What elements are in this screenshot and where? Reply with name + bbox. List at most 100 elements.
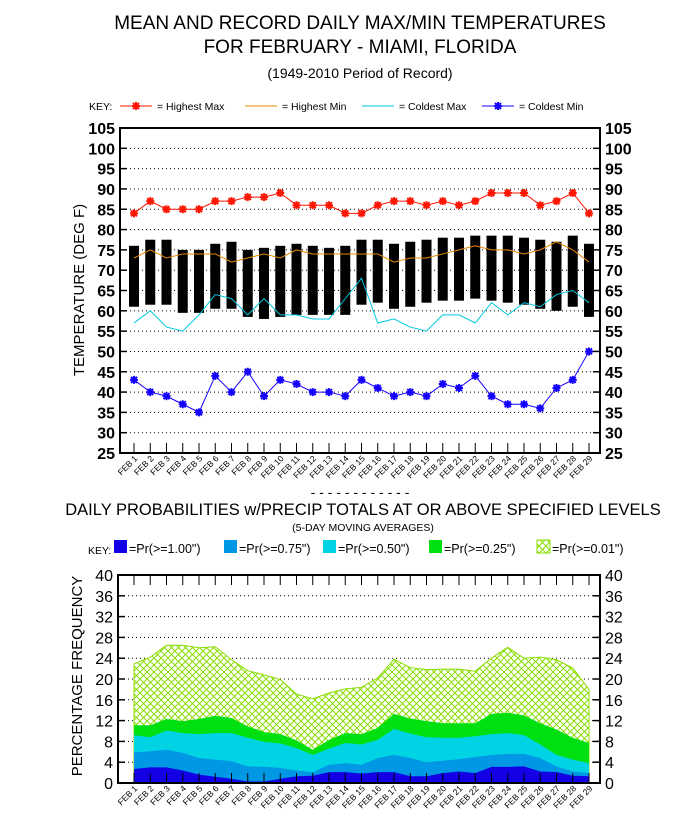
star-marker	[568, 375, 577, 384]
star-marker	[227, 388, 236, 397]
legend-entry: =Pr(>=0.25")	[444, 542, 516, 556]
temp-y-axis-label: TEMPERATURE (DEG F)	[71, 204, 88, 376]
star-marker	[438, 379, 447, 388]
star-marker	[503, 400, 512, 409]
star-marker	[325, 388, 333, 397]
star-marker	[146, 388, 155, 397]
star-marker	[308, 388, 317, 397]
legend-entry: = Highest Max	[157, 101, 225, 113]
y-tick-label-left: 100	[88, 141, 115, 158]
chart-title-line2: FOR FEBRUARY - MIAMI, FLORIDA	[204, 37, 517, 58]
star-marker	[390, 392, 398, 401]
y-tick-label-right: 65	[605, 284, 623, 301]
star-marker	[132, 102, 140, 110]
star-marker	[455, 201, 463, 210]
y-tick-label-left: 90	[97, 182, 115, 199]
star-marker	[130, 375, 138, 384]
mean-range-bar	[340, 245, 351, 315]
legend-key-label: KEY:	[89, 101, 112, 113]
y-tick-label-right: 95	[605, 162, 623, 179]
star-marker	[243, 193, 252, 202]
y-tick-label-right: 50	[605, 344, 623, 361]
star-marker	[276, 375, 285, 384]
mean-range-bar	[502, 235, 513, 303]
mean-range-bar	[161, 239, 172, 305]
mean-range-bar	[486, 235, 497, 301]
star-marker	[357, 209, 366, 218]
legend-swatch	[323, 540, 336, 553]
star-marker	[494, 102, 502, 110]
star-marker	[471, 197, 480, 206]
star-marker	[243, 367, 252, 376]
y-tick-label-right: 0	[605, 776, 614, 793]
star-marker	[536, 404, 545, 413]
y-tick-label-left: 36	[95, 589, 113, 606]
star-marker	[130, 209, 138, 218]
mean-range-bar	[259, 247, 269, 319]
y-tick-label-right: 4	[605, 755, 614, 772]
series-line	[133, 277, 590, 332]
y-tick-label-right: 30	[605, 426, 623, 443]
mean-range-bar	[519, 237, 529, 305]
mean-range-bar	[356, 239, 367, 305]
y-tick-label-left: 95	[97, 162, 115, 179]
star-marker	[373, 201, 382, 210]
y-tick-label-right: 75	[605, 243, 623, 260]
y-tick-label-left: 65	[97, 284, 115, 301]
mean-range-bar	[324, 247, 334, 315]
y-tick-label-right: 60	[605, 304, 623, 321]
y-tick-label-right: 40	[605, 385, 623, 402]
star-marker	[585, 209, 593, 218]
star-marker	[211, 197, 220, 206]
mean-range-bar	[307, 245, 318, 315]
chart-subtitle: (1949-2010 Period of Record)	[267, 65, 452, 81]
star-marker	[422, 201, 431, 210]
y-tick-label-left: 32	[95, 610, 113, 627]
mean-range-bar	[129, 245, 139, 307]
star-marker	[178, 205, 187, 214]
precip-subtitle: (5-DAY MOVING AVERAGES)	[292, 522, 434, 534]
star-marker	[568, 189, 577, 197]
plot-frame	[117, 574, 601, 784]
star-marker	[520, 400, 528, 409]
precip-y-axis-label: PERCENTAGE FREQUENCY	[69, 576, 86, 777]
mean-range-bar	[210, 243, 221, 309]
series-line	[133, 241, 590, 263]
mean-range-bar	[145, 239, 156, 305]
y-tick-label-right: 85	[605, 202, 623, 219]
precip-separator: - - - - - - - - - - - -	[311, 484, 410, 500]
legend-swatch	[536, 539, 551, 554]
y-tick-label-left: 30	[97, 426, 115, 443]
y-tick-label-left: 0	[104, 776, 113, 793]
star-marker	[406, 197, 415, 206]
star-marker	[195, 205, 203, 214]
star-marker	[162, 392, 171, 401]
mean-range-bar	[584, 243, 594, 317]
mean-range-bar	[372, 239, 383, 303]
chart-title: MEAN AND RECORD DAILY MAX/MIN TEMPERATUR…	[114, 13, 606, 34]
star-marker	[373, 384, 382, 392]
star-marker	[260, 392, 268, 401]
y-tick-label-right: 16	[605, 693, 623, 710]
y-tick-label-right: 100	[605, 141, 632, 158]
legend-swatch	[224, 540, 237, 553]
y-tick-label-right: 28	[605, 630, 623, 647]
y-tick-label-left: 70	[97, 263, 115, 280]
y-tick-label-left: 28	[95, 630, 113, 647]
mean-range-bar	[177, 249, 188, 313]
y-tick-label-right: 36	[605, 589, 623, 606]
y-tick-label-right: 25	[605, 446, 623, 463]
star-marker	[276, 189, 285, 197]
mean-range-bar	[567, 235, 578, 307]
legend-entry: = Highest Min	[282, 101, 347, 113]
star-marker	[406, 388, 415, 397]
star-marker	[390, 197, 398, 206]
y-tick-label-left: 40	[97, 385, 115, 402]
star-marker	[487, 392, 496, 401]
y-tick-label-right: 24	[605, 651, 623, 668]
precip-title: DAILY PROBABILITIES w/PRECIP TOTALS AT O…	[65, 501, 660, 519]
y-tick-label-left: 60	[97, 304, 115, 321]
legend-swatch	[429, 540, 442, 553]
star-marker	[438, 197, 447, 206]
